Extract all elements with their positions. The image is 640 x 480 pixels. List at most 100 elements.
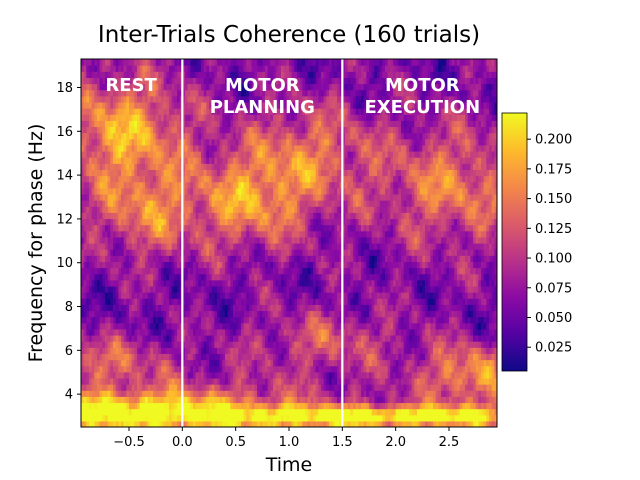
heatmap-cell <box>81 175 85 183</box>
heatmap-cell <box>190 420 194 427</box>
heatmap-cell <box>209 328 213 336</box>
heatmap-cell <box>115 396 119 404</box>
heatmap-cell <box>94 267 98 275</box>
heatmap-cell <box>134 212 138 220</box>
heatmap-cell <box>145 151 149 158</box>
heatmap-cell <box>174 65 178 72</box>
heatmap-cell <box>209 157 213 164</box>
heatmap-cell <box>155 218 159 226</box>
heatmap-cell <box>131 396 135 404</box>
heatmap-cell <box>107 120 111 128</box>
heatmap-cell <box>142 285 146 293</box>
heatmap-cell <box>163 126 167 134</box>
heatmap-cell <box>174 243 178 250</box>
heatmap-cell <box>134 59 138 66</box>
heatmap-cell <box>203 65 207 72</box>
heatmap-cell <box>86 163 90 170</box>
heatmap-cell <box>198 89 202 97</box>
heatmap-cell <box>83 243 87 250</box>
heatmap-cell <box>150 359 154 367</box>
heatmap-cell <box>174 316 178 324</box>
heatmap-cell <box>113 371 117 379</box>
heatmap-cell <box>123 181 127 189</box>
heatmap-cell <box>131 322 135 330</box>
heatmap-cell <box>214 353 218 361</box>
heatmap-cell <box>155 304 159 312</box>
heatmap-cell <box>155 402 159 410</box>
heatmap-cell <box>214 365 218 373</box>
heatmap-cell <box>161 181 165 189</box>
heatmap-cell <box>126 420 130 427</box>
heatmap-cell <box>139 200 143 207</box>
heatmap-cell <box>86 230 90 238</box>
heatmap-cell <box>134 200 138 207</box>
heatmap-cell <box>214 322 218 330</box>
heatmap-cell <box>129 181 133 189</box>
heatmap-cell <box>171 212 175 220</box>
heatmap-cell <box>121 304 125 312</box>
heatmap-cell <box>147 261 151 269</box>
heatmap-cell <box>187 151 191 158</box>
heatmap-cell <box>115 298 119 305</box>
heatmap-cell <box>206 316 210 324</box>
heatmap-cell <box>206 65 210 72</box>
heatmap-cell <box>169 89 173 97</box>
heatmap-cell <box>206 353 210 361</box>
heatmap-cell <box>169 120 173 128</box>
heatmap-cell <box>137 77 141 85</box>
heatmap-cell <box>113 396 117 404</box>
heatmap-cell <box>150 310 154 318</box>
heatmap-cell <box>187 187 191 195</box>
heatmap-cell <box>193 224 197 232</box>
heatmap-cell <box>91 279 95 287</box>
heatmap-cell <box>81 181 85 189</box>
heatmap-cell <box>129 243 133 250</box>
heatmap-cell <box>163 108 167 115</box>
heatmap-cell <box>97 304 101 312</box>
heatmap-cell <box>211 218 215 226</box>
heatmap-cell <box>155 384 159 391</box>
heatmap-cell <box>155 377 159 385</box>
heatmap-cell <box>97 236 101 244</box>
heatmap-cell <box>150 322 154 330</box>
heatmap-cell <box>137 138 141 146</box>
heatmap-cell <box>142 212 146 220</box>
heatmap-cell <box>190 310 194 318</box>
heatmap-cell <box>137 304 141 312</box>
heatmap-cell <box>163 371 167 379</box>
heatmap-cell <box>209 255 213 262</box>
heatmap-cell <box>107 132 111 140</box>
heatmap-cell <box>190 132 194 140</box>
heatmap-cell <box>171 71 175 78</box>
heatmap-cell <box>171 273 175 281</box>
heatmap-cell <box>89 224 93 232</box>
heatmap-cell <box>118 71 122 78</box>
heatmap-cell <box>123 304 127 312</box>
heatmap-cell <box>158 230 162 238</box>
heatmap-cell <box>99 396 103 404</box>
heatmap-cell <box>174 224 178 232</box>
heatmap-cell <box>139 181 143 189</box>
heatmap-cell <box>203 384 207 391</box>
heatmap-cell <box>174 77 178 85</box>
heatmap-cell <box>193 65 197 72</box>
heatmap-cell <box>89 328 93 336</box>
heatmap-cell <box>211 420 215 427</box>
heatmap-cell <box>115 77 119 85</box>
heatmap-cell <box>137 71 141 78</box>
heatmap-cell <box>102 206 106 213</box>
heatmap-cell <box>174 187 178 195</box>
heatmap-cell <box>89 414 93 422</box>
heatmap-cell <box>174 414 178 422</box>
heatmap-cell <box>195 310 199 318</box>
heatmap-cell <box>195 273 199 281</box>
heatmap-cell <box>105 420 109 427</box>
heatmap-cell <box>147 120 151 128</box>
heatmap-cell <box>99 95 103 103</box>
heatmap-cell <box>137 193 141 201</box>
heatmap-cell <box>113 359 117 367</box>
heatmap-cell <box>185 377 189 385</box>
heatmap-cell <box>193 322 197 330</box>
heatmap-cell <box>195 304 199 312</box>
heatmap-cell <box>163 206 167 213</box>
